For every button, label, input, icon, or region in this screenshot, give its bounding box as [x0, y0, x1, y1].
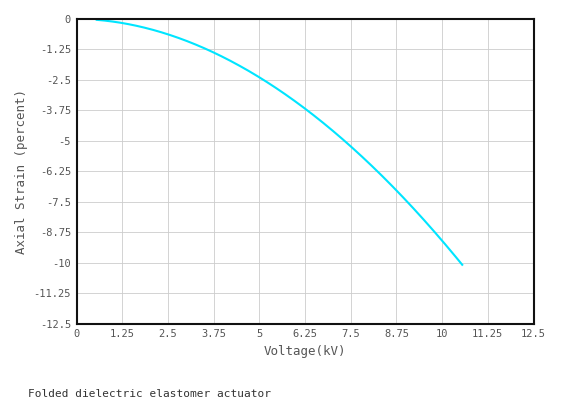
X-axis label: Voltage(kV): Voltage(kV)	[264, 345, 346, 358]
Y-axis label: Axial Strain (percent): Axial Strain (percent)	[15, 89, 28, 254]
Text: Folded dielectric elastomer actuator: Folded dielectric elastomer actuator	[28, 389, 271, 399]
